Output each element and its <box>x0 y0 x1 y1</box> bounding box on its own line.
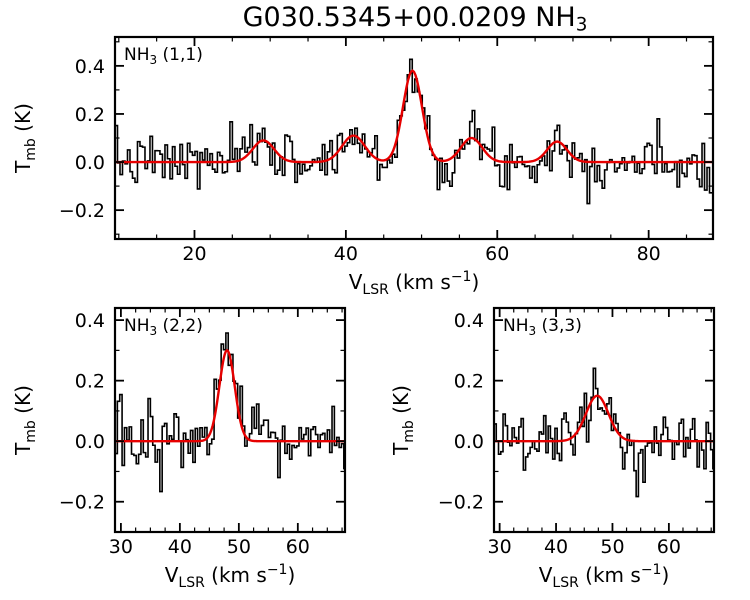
x-tick-label: 20 <box>182 243 206 265</box>
panel-nh3-1-1: 20 40 60 80 −0.2 0.0 0.2 0.4 NH3 (1,1) VLSR (km s… <box>11 35 715 298</box>
y-tick-label: 0.2 <box>75 371 105 393</box>
panel-label: NH3 (2,2) <box>124 316 203 338</box>
axis-box <box>492 306 716 534</box>
x-tick-label: 60 <box>657 536 681 558</box>
x-tick-label: 40 <box>168 536 192 558</box>
y-tick-label: 0.0 <box>75 431 105 453</box>
y-tick-label: 0.4 <box>75 310 105 332</box>
x-tick-label: 40 <box>544 536 568 558</box>
x-tick-label: 60 <box>286 536 310 558</box>
x-tick-label: 30 <box>488 536 512 558</box>
x-axis: 30 40 50 60 <box>488 308 712 558</box>
y-tick-label: 0.0 <box>454 431 484 453</box>
fit-curve <box>495 394 713 443</box>
y-tick-label: −0.2 <box>59 200 105 222</box>
y-axis-title: Tmb (K) <box>11 103 39 174</box>
x-axis: 30 40 50 60 <box>109 308 343 558</box>
panel-label: NH3 (1,1) <box>124 45 203 67</box>
y-tick-label: 0.4 <box>454 310 484 332</box>
x-tick-label: 50 <box>227 536 251 558</box>
histogram-series <box>495 367 713 498</box>
y-tick-label: 0.4 <box>75 56 105 78</box>
x-tick-label: 60 <box>485 243 509 265</box>
figure-title-text: G030.5345+00.0209 NH <box>242 2 576 33</box>
fit-curve <box>116 349 344 443</box>
x-tick-label: 50 <box>600 536 624 558</box>
x-axis: 20 40 60 80 <box>118 37 688 265</box>
y-tick-label: −0.2 <box>438 492 484 514</box>
y-tick-label: −0.2 <box>59 492 105 514</box>
y-tick-label: 0.2 <box>75 104 105 126</box>
panel-nh3-2-2: 30 40 50 60 −0.2 0.0 0.2 0.4 NH3 (2,2) VLSR (km s… <box>11 306 347 591</box>
y-tick-label: 0.0 <box>75 152 105 174</box>
axis-box <box>113 306 347 534</box>
x-axis-title: VLSR (km s−1) <box>539 562 670 591</box>
y-axis: −0.2 0.0 0.2 0.4 <box>59 310 345 533</box>
x-axis-title: VLSR (km s−1) <box>165 562 296 591</box>
panel-label: NH3 (3,3) <box>503 316 582 338</box>
x-tick-label: 40 <box>334 243 358 265</box>
fit-curve <box>116 69 712 164</box>
histogram-series <box>116 58 712 205</box>
axis-box <box>113 35 715 241</box>
figure-title-subscript: 3 <box>575 14 588 36</box>
y-tick-label: 0.2 <box>454 371 484 393</box>
x-axis-title: VLSR (km s−1) <box>349 269 480 298</box>
x-tick-label: 80 <box>637 243 661 265</box>
figure-title: G030.5345+00.0209 NH3 <box>80 2 750 42</box>
y-axis: −0.2 0.0 0.2 0.4 <box>438 310 714 533</box>
y-axis-title: Tmb (K) <box>11 385 39 456</box>
x-tick-label: 30 <box>109 536 133 558</box>
y-axis: −0.2 0.0 0.2 0.4 <box>59 41 713 235</box>
y-axis-title: Tmb (K) <box>389 385 417 456</box>
panel-nh3-3-3: 30 40 50 60 −0.2 0.0 0.2 0.4 NH3 (3,3) VLSR (km s… <box>389 306 716 591</box>
